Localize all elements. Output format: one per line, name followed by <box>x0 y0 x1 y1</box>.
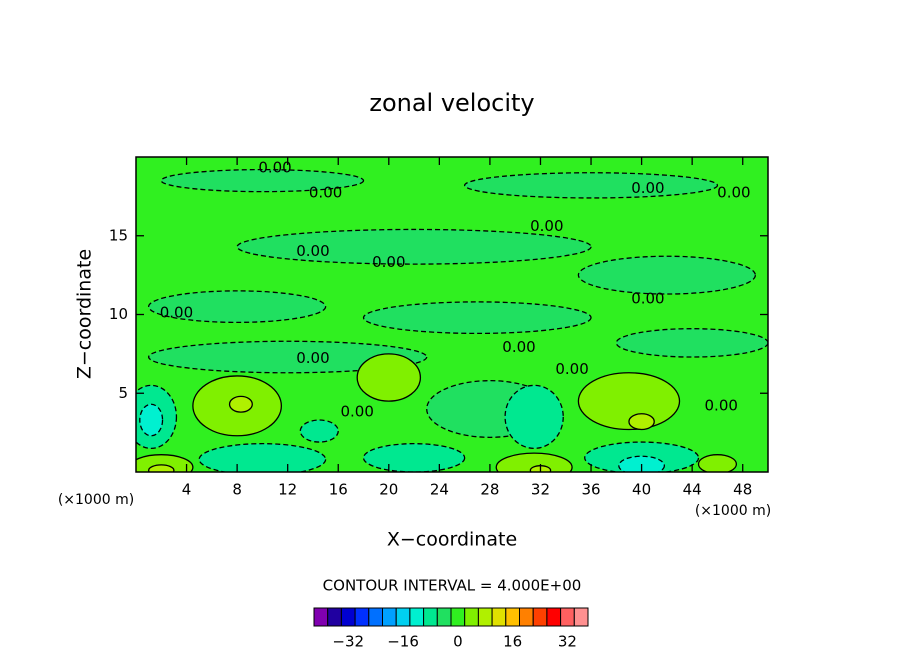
x-axis-label: X−coordinate <box>387 529 517 551</box>
contour-label: 0.00 <box>530 217 563 235</box>
plot-area <box>136 157 768 472</box>
contour-label: 0.00 <box>631 179 664 197</box>
colorbar-box <box>354 607 370 627</box>
contour-region <box>139 403 164 437</box>
contour-region <box>577 255 757 295</box>
colorbar-tick-label: 16 <box>503 633 522 651</box>
y-axis-label: Z−coordinate <box>74 249 96 379</box>
contour-label: 0.00 <box>372 253 405 271</box>
colorbar-tick-label: 32 <box>558 633 577 651</box>
colorbar-box <box>409 607 425 627</box>
x-tick-label: 4 <box>182 481 192 499</box>
colorbar-tick-label: −16 <box>387 633 419 651</box>
x-tick-label: 40 <box>632 481 651 499</box>
x-tick-label: 36 <box>581 481 600 499</box>
contour-label: 0.00 <box>340 403 373 421</box>
colorbar-box <box>382 607 397 627</box>
colorbar-box <box>560 607 575 627</box>
colorbar-box <box>546 607 562 627</box>
y-tick-label: 5 <box>118 384 128 402</box>
colorbar-box <box>340 607 356 627</box>
contour-region <box>147 290 327 324</box>
colorbar-box <box>573 607 589 627</box>
colorbar-tick-label: 0 <box>453 633 463 651</box>
colorbar-box <box>532 607 548 627</box>
contour-region <box>356 353 422 402</box>
colorbar-box <box>491 607 507 627</box>
contour-label: 0.00 <box>705 396 738 414</box>
x-tick-label: 12 <box>278 481 297 499</box>
y-tick-label: 15 <box>109 226 128 244</box>
colorbar-box <box>313 607 329 627</box>
x-unit-label: (×1000 m) <box>695 503 771 519</box>
contour-label: 0.00 <box>502 338 535 356</box>
contour-label: 0.00 <box>296 349 329 367</box>
contour-region <box>504 384 564 450</box>
contour-region <box>228 395 253 413</box>
chart-title: zonal velocity <box>369 89 534 117</box>
contour-label: 0.00 <box>258 159 291 177</box>
contour-region <box>362 443 466 472</box>
colorbar-box <box>477 607 493 627</box>
x-tick-label: 48 <box>733 481 752 499</box>
x-tick-label: 32 <box>531 481 550 499</box>
contour-label: 0.00 <box>160 303 193 321</box>
colorbar-box <box>423 607 438 627</box>
colorbar-box <box>505 607 520 627</box>
contour-region <box>236 228 592 265</box>
x-tick-label: 28 <box>480 481 499 499</box>
contour-region <box>362 301 592 335</box>
x-unit-label: (×1000 m) <box>58 492 134 508</box>
contour-region <box>147 464 175 472</box>
colorbar-box <box>464 607 479 627</box>
colorbar-box <box>368 607 383 627</box>
contour-region <box>160 168 365 193</box>
contour-label: 0.00 <box>296 242 329 260</box>
contour-region <box>299 419 339 443</box>
contour-region <box>697 454 738 472</box>
y-tick-label: 10 <box>109 305 128 323</box>
contour-region <box>463 172 719 199</box>
contour-label: 0.00 <box>631 289 664 307</box>
contour-region <box>147 340 428 374</box>
contour-region <box>495 452 573 472</box>
contour-label: 0.00 <box>555 360 588 378</box>
colorbar-box <box>519 607 534 627</box>
contour-region <box>577 372 681 431</box>
x-tick-label: 24 <box>430 481 449 499</box>
x-tick-label: 16 <box>329 481 348 499</box>
overlay: 0.00 0.00 0.00 0.00 0.00 0.00 0.00 0.00 0.00 0.00… <box>109 156 769 651</box>
contour-region <box>198 443 327 472</box>
contour-region <box>615 328 768 358</box>
contour-interval: CONTOUR INTERVAL = 4.000E+00 <box>323 577 582 595</box>
x-tick-label: 20 <box>379 481 398 499</box>
x-tick-label: 8 <box>232 481 242 499</box>
colorbar-box <box>450 607 466 627</box>
colorbar-box <box>395 607 411 627</box>
colorbar-box <box>436 607 452 627</box>
colorbar-tick-label: −32 <box>332 633 364 651</box>
contour-label: 0.00 <box>717 184 750 202</box>
contour-region <box>628 413 655 431</box>
contour-label: 0.00 <box>309 184 342 202</box>
colorbar-box <box>327 607 342 627</box>
x-tick-label: 44 <box>683 481 702 499</box>
